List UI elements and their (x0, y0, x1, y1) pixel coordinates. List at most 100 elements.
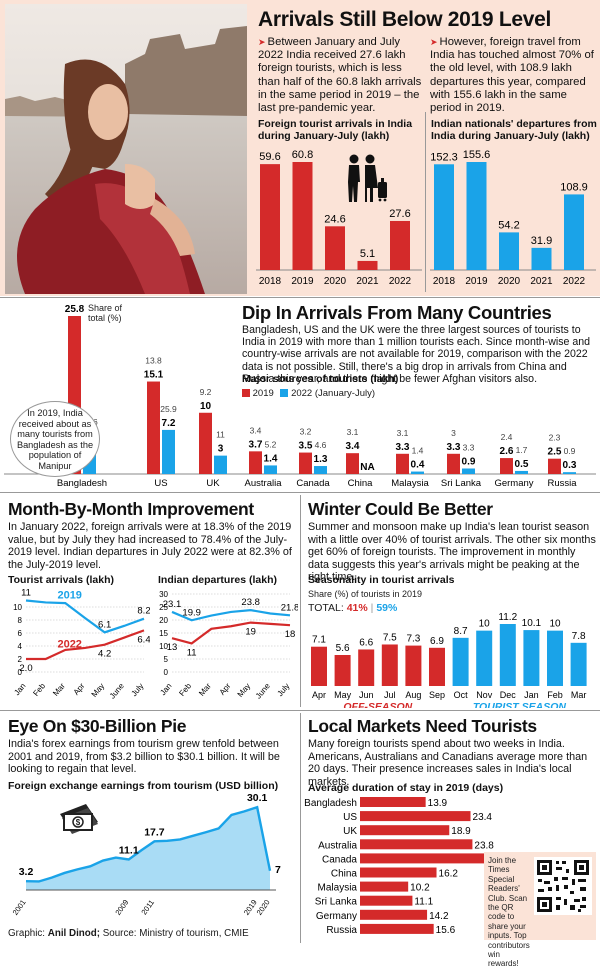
sources-value-2019-Sri Lanka: 3.3 (447, 442, 461, 453)
sources-bar-2019-China (346, 453, 359, 474)
stay-bar-Australia (360, 839, 473, 850)
legend-swatch-2022 (280, 389, 289, 397)
forex-chart-title: Foreign exchange earnings from tourism (… (8, 780, 279, 792)
forex-label-2011: 17.7 (144, 826, 165, 838)
sources-value-2019-UK: 10 (200, 401, 212, 412)
departures-monthly-label-2022-6: 18 (285, 629, 296, 640)
season-month-Sep: Sep (429, 690, 445, 700)
sources-value-2022-Malaysia: 0.4 (411, 460, 425, 471)
season-bar-Mar (570, 642, 587, 686)
sources-value-2022-Sri Lanka: 0.9 (462, 456, 476, 467)
sources-category-US: US (154, 478, 167, 488)
seasonality-chart: 7.1 Apr 5.6 May 6.6 Jun 7.5 Jul 7.3 Aug 6.9 Sep 8.7 O… (311, 612, 587, 708)
sources-value-2019-Germany: 2.6 (500, 446, 514, 457)
stay-value-US: 23.4 (473, 812, 493, 823)
stay-bar-Germany (360, 909, 428, 920)
sources-value-2022-Australia: 1.4 (264, 453, 278, 464)
sources-share-2022-Australia: 5.2 (265, 439, 277, 449)
arrivals-paragraph: ➤ Between January and July 2022 India rec… (258, 36, 422, 115)
departures-monthly-ytick-5: 5 (164, 655, 169, 664)
arrivals-monthly-xtick-July: July (129, 682, 145, 699)
arrivals-monthly-label-2019-0: 11 (21, 588, 31, 599)
month-paragraph: In January 2022, foreign arrivals were a… (8, 521, 292, 571)
sources-share-2022-Canada: 4.6 (315, 440, 327, 450)
departures-monthly-line-2019 (171, 609, 291, 622)
credit-line: Graphic: Anil Dinod; Source: Ministry of… (8, 928, 249, 939)
arrivals-monthly-xtick-Mar: Mar (51, 681, 67, 698)
departures-paragraph: ➤ However, foreign travel from India has … (430, 36, 594, 115)
departures-monthly-ytick-20: 20 (159, 616, 168, 625)
sources-bar-2019-Sri Lanka (447, 453, 460, 474)
arrivals-monthly-label-2022-4: 4.2 (98, 649, 111, 660)
arrivals-monthly-ytick-4: 4 (18, 642, 23, 651)
stay-chart-title: Average duration of stay in 2019 (days) (308, 782, 504, 794)
departures-bar-2022 (564, 194, 584, 270)
arrivals-monthly-ytick-10: 10 (13, 603, 22, 612)
season-value-Dec: 11.2 (498, 612, 517, 623)
winter-title: Winter Could Be Better (308, 499, 493, 519)
departures-monthly-label-2019-4: 23.8 (241, 597, 260, 608)
departures-monthly-label-2019-6: 21.8 (281, 602, 298, 613)
arrivals-monthly-label-2019-6: 8.2 (137, 606, 150, 617)
sources-bar-2022-US (162, 429, 175, 474)
foreign-arrivals-chart: 59.6 2018 60.8 2019 24.6 2020 5.1 2021 27.6 2022 (256, 149, 422, 287)
couple-with-luggage-icon (348, 154, 387, 202)
sources-category-Canada: Canada (296, 478, 330, 488)
total-separator: | (370, 602, 374, 614)
departures-monthly-xtick-Feb: Feb (177, 681, 193, 698)
arrivals-year-2018: 2018 (259, 276, 282, 287)
forex-xtick-2001: 2001 (11, 898, 28, 917)
departures-monthly-ytick-0: 0 (164, 668, 169, 677)
arrivals-monthly-ytick-6: 6 (18, 629, 23, 638)
departures-monthly-label-2019-1: 19.9 (182, 607, 201, 618)
qr-code-icon[interactable] (534, 857, 592, 915)
sources-share-2022-US: 25.9 (160, 404, 177, 414)
sources-bar-2022-Australia (264, 465, 277, 474)
sources-bar-2019-US (147, 381, 160, 474)
sources-value-2022-Germany: 0.5 (515, 459, 529, 470)
season-value-Feb: 10 (549, 619, 561, 630)
sources-share-2022-UK: 11 (216, 430, 225, 440)
sources-share-2019-Sri Lanka: 3 (451, 428, 456, 438)
sources-bar-2022-UK (214, 455, 227, 474)
season-month-Jan: Jan (524, 690, 539, 700)
stay-value-Australia: 23.8 (474, 840, 494, 851)
sources-category-Germany: Germany (494, 478, 533, 488)
departures-monthly-xtick-July: July (275, 682, 291, 699)
departures-bar-2020 (499, 232, 519, 270)
departures-year-2020: 2020 (498, 276, 521, 287)
sources-category-UK: UK (206, 478, 220, 488)
season-month-Aug: Aug (405, 690, 421, 700)
divider-bottom-vertical (300, 713, 301, 943)
season-month-May: May (334, 690, 352, 700)
divider-top (425, 112, 426, 292)
stay-category-UK: UK (343, 826, 357, 837)
stay-bar-UK (360, 825, 450, 836)
stay-value-Germany: 14.2 (429, 911, 449, 922)
sources-share-2019-Canada: 3.2 (300, 427, 312, 437)
season-value-Aug: 7.3 (406, 634, 420, 645)
departures-monthly-ytick-25: 25 (159, 603, 168, 612)
arrivals-monthly-label-2022-0: 2.0 (19, 663, 32, 674)
stay-category-Canada: Canada (322, 854, 357, 865)
sources-share-2022-Malaysia: 1.4 (412, 446, 424, 456)
season-month-Dec: Dec (500, 690, 517, 700)
arrivals-bar-2019 (292, 162, 313, 270)
stay-value-Russia: 15.6 (436, 925, 456, 936)
season-value-Nov: 10 (479, 619, 491, 630)
indian-departures-title: Indian nationals' departures from India … (431, 118, 597, 142)
departures-value-2020: 54.2 (498, 219, 519, 231)
forex-xtick-2019: 2019 (242, 898, 259, 917)
stay-category-China: China (331, 869, 358, 880)
divider-countries-top (0, 297, 600, 298)
winter-paragraph: Summer and monsoon make up India's lean … (308, 521, 596, 584)
forex-label-2019: 30.1 (247, 794, 268, 804)
arrivals-monthly-ytick-8: 8 (18, 616, 23, 625)
arrivals-monthly-label-2019-4: 6.1 (98, 619, 111, 630)
sources-title: Major sources of tourists (lakh) (242, 373, 399, 385)
sources-bar-2019-Malaysia (396, 453, 409, 474)
departures-monthly-ytick-15: 15 (159, 629, 168, 638)
season-bar-Dec (499, 624, 516, 686)
